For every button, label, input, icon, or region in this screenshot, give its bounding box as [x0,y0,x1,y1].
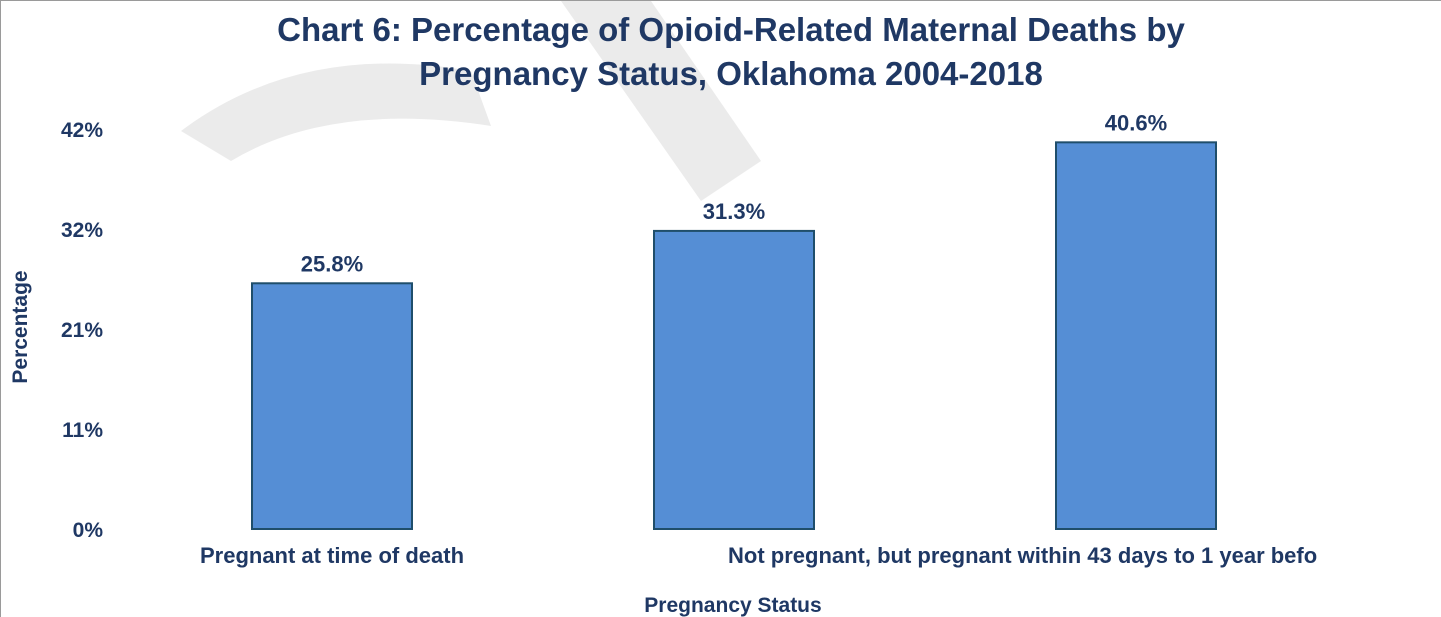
y-tick-label: 11% [62,419,103,442]
watermark [181,1,761,201]
y-tick-label: 32% [61,219,103,242]
bar [653,229,815,530]
bar [1055,141,1217,530]
data-label: 40.6% [1105,110,1167,135]
chart-title-line-2: Pregnancy Status, Oklahoma 2004-2018 [419,55,1043,92]
category-label: Pregnant at time of death [200,543,464,568]
category-labels: Pregnant at time of death Not pregnant, b… [200,543,1317,568]
data-label: 31.3% [703,199,765,224]
data-label: 25.8% [301,251,363,276]
y-tick-label: 42% [61,119,103,142]
chart-title-line-1: Chart 6: Percentage of Opioid-Related Ma… [277,11,1185,48]
y-ticks: 0% 11% 21% 32% 42% [61,119,103,542]
y-axis-title: Percentage [9,270,32,383]
category-label: Not pregnant, but pregnant within 43 day… [728,543,1317,568]
data-labels: 25.8% 31.3% 40.6% [301,110,1167,276]
x-axis-title: Pregnancy Status [644,594,821,617]
y-tick-label: 21% [61,319,103,342]
bar [251,282,413,530]
y-tick-label: 0% [73,519,104,542]
bars [251,141,1217,530]
